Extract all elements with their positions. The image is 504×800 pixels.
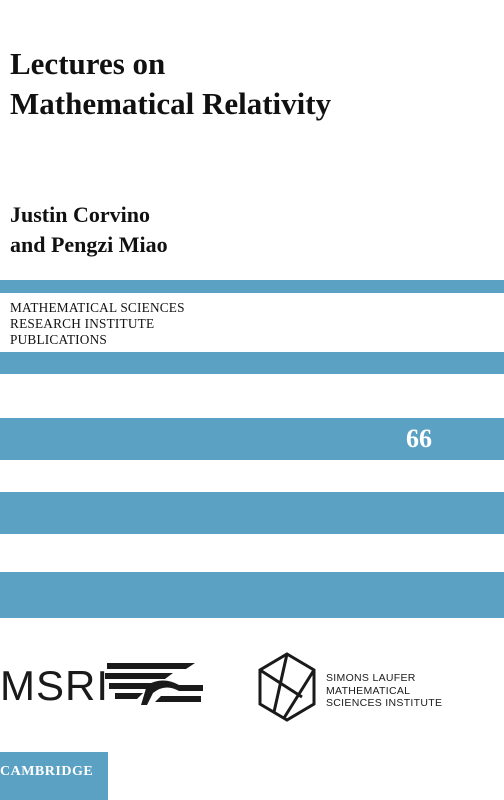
slmath-logo-text: SIMONS LAUFER MATHEMATICAL SCIENCES INST…	[326, 672, 442, 710]
book-title: Lectures on Mathematical Relativity	[10, 44, 331, 124]
slmath-line-3: SCIENCES INSTITUTE	[326, 697, 443, 709]
series-line-3: PUBLICATIONS	[10, 332, 107, 347]
series-line-1: MATHEMATICAL SCIENCES	[10, 300, 185, 315]
series-name: MATHEMATICAL SCIENCES RESEARCH INSTITUTE…	[10, 300, 185, 348]
slmath-line-2: MATHEMATICAL	[326, 684, 411, 697]
volume-number: 66	[406, 424, 432, 453]
msri-mark-icon	[105, 663, 203, 705]
publisher-badge: CAMBRIDGE	[0, 752, 108, 800]
slmath-hexagon-icon	[258, 652, 316, 722]
slmath-line-1: SIMONS LAUFER	[326, 672, 416, 684]
book-authors: Justin Corvino and Pengzi Miao	[10, 200, 168, 260]
author-line-1: Justin Corvino	[10, 202, 150, 227]
decorative-band-3	[0, 492, 504, 534]
book-title-line-1: Lectures on	[10, 46, 166, 81]
decorative-band-1	[0, 280, 504, 293]
volume-band	[0, 418, 504, 460]
series-line-2: RESEARCH INSTITUTE	[10, 316, 155, 331]
msri-logo-text: MSRI	[0, 662, 109, 709]
author-line-2: and Pengzi Miao	[10, 232, 168, 257]
publisher-name: CAMBRIDGE	[0, 764, 94, 779]
decorative-band-2	[0, 352, 504, 374]
book-title-line-2: Mathematical Relativity	[10, 86, 332, 121]
decorative-band-4	[0, 572, 504, 618]
